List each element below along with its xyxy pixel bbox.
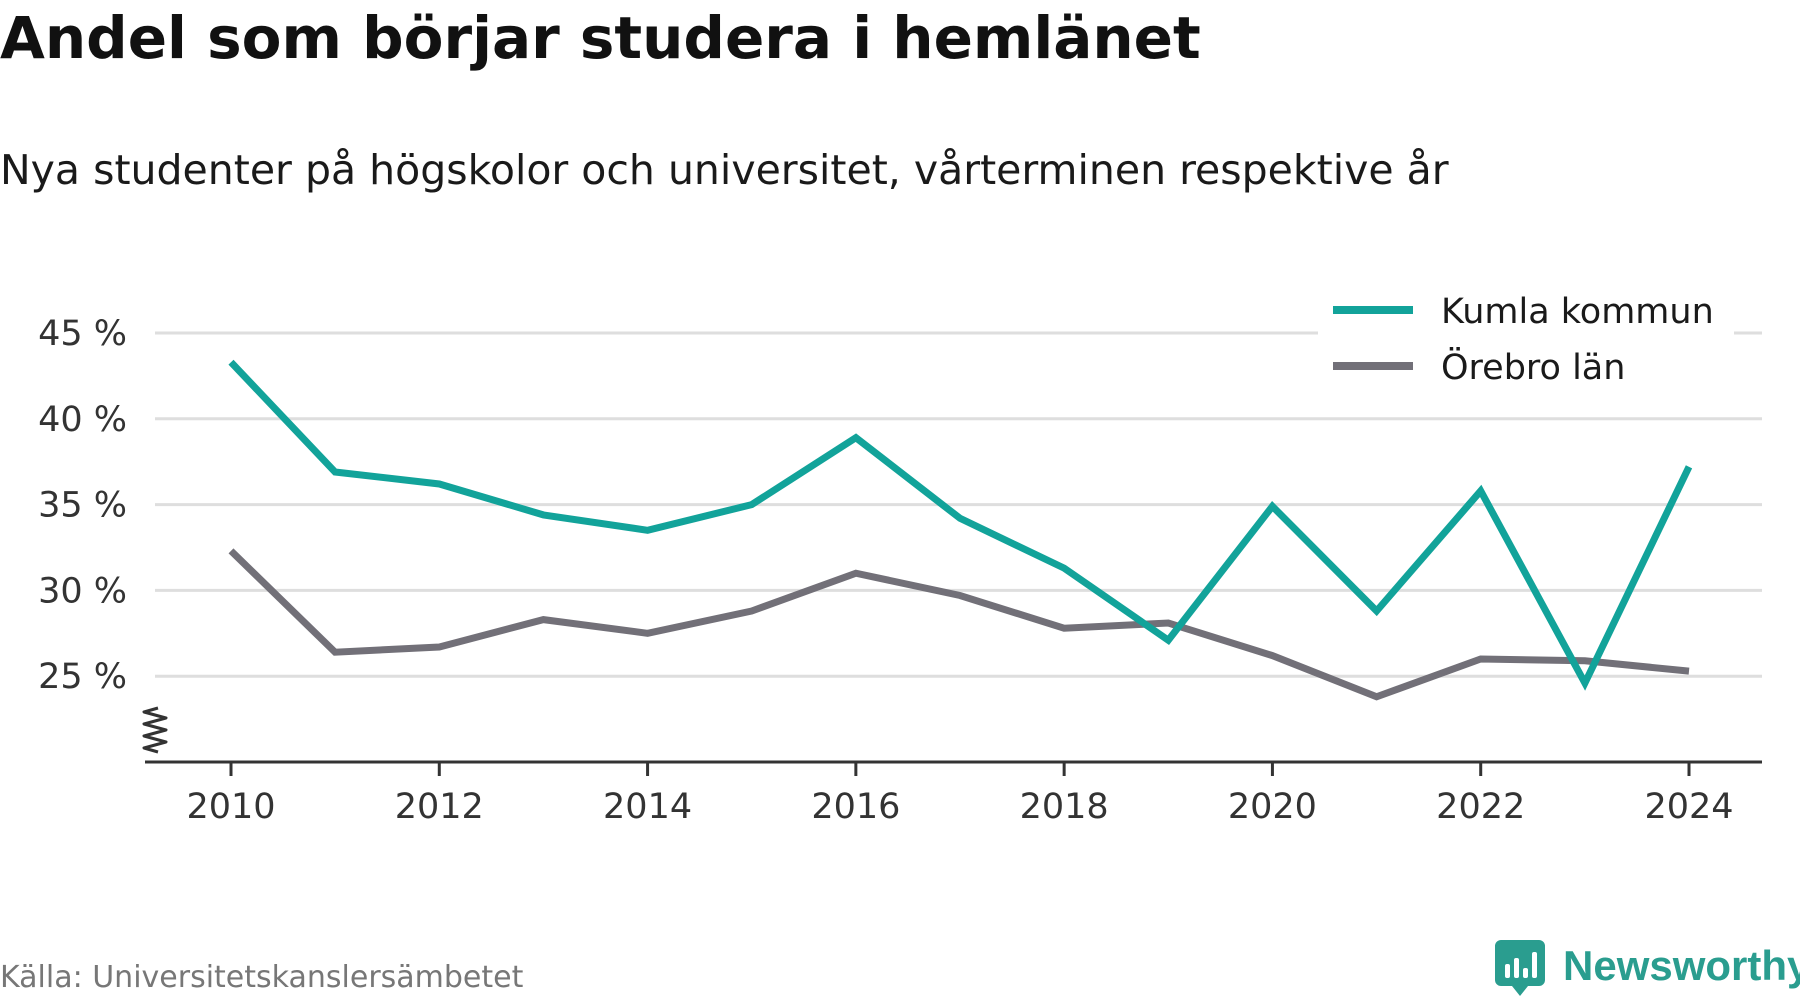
y-tick-label: 30 % [38, 571, 127, 611]
x-tick-label: 2012 [395, 787, 484, 827]
brand-name: Newsworthy [1563, 942, 1800, 989]
x-tick-label: 2014 [603, 787, 692, 827]
series-lines [228, 359, 1693, 701]
y-tick-label: 45 % [38, 314, 127, 354]
x-tick-label: 2020 [1228, 787, 1317, 827]
y-tick-label: 25 % [38, 657, 127, 697]
y-axis-ticks: 25 % 30 % 35 % 40 % 45 % [38, 314, 127, 697]
series-line-orebro-lan [228, 548, 1690, 701]
x-tick-label: 2010 [186, 787, 275, 827]
chart-title: Andel som börjar studera i hemlänet [0, 4, 1201, 72]
newsworthy-logo-icon [1495, 940, 1545, 996]
x-tick-label: 2018 [1020, 787, 1109, 827]
series-line-kumla-kommun [228, 359, 1693, 691]
legend-label: Kumla kommun [1441, 292, 1714, 332]
brand-logo: Newsworthy [1495, 940, 1800, 998]
source-note: Källa: Universitetskanslersämbetet [0, 960, 524, 995]
chart-subtitle: Nya studenter på högskolor och universit… [0, 146, 1449, 194]
axis-break-icon [142, 706, 168, 754]
legend-background [1318, 285, 1734, 401]
x-tick-label: 2016 [811, 787, 900, 827]
legend: Kumla kommun Örebro län [1318, 285, 1734, 401]
x-axis: 2010 2012 2014 2016 2018 2020 2022 2024 [142, 706, 1762, 827]
x-tick-label: 2022 [1436, 787, 1525, 827]
x-tick-label: 2024 [1644, 787, 1733, 827]
y-tick-label: 40 % [38, 400, 127, 440]
y-tick-label: 35 % [38, 486, 127, 526]
legend-label: Örebro län [1441, 346, 1625, 388]
